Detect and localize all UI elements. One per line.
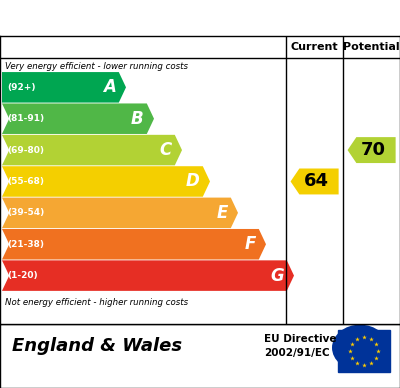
- Text: F: F: [244, 235, 256, 253]
- Text: (92+): (92+): [7, 83, 35, 92]
- Text: (39-54): (39-54): [7, 208, 44, 217]
- Text: (1-20): (1-20): [7, 271, 38, 280]
- Polygon shape: [2, 197, 238, 228]
- Text: (55-68): (55-68): [7, 177, 44, 186]
- Text: (81-91): (81-91): [7, 114, 44, 123]
- Text: 70: 70: [361, 141, 386, 159]
- Text: (69-80): (69-80): [7, 146, 44, 154]
- Text: England & Wales: England & Wales: [12, 338, 182, 355]
- Text: Very energy efficient - lower running costs: Very energy efficient - lower running co…: [5, 62, 188, 71]
- Text: (21-38): (21-38): [7, 240, 44, 249]
- Text: E: E: [216, 204, 228, 222]
- Polygon shape: [348, 137, 396, 163]
- Polygon shape: [2, 166, 210, 197]
- Text: D: D: [186, 173, 200, 191]
- Polygon shape: [2, 229, 266, 260]
- Text: Not energy efficient - higher running costs: Not energy efficient - higher running co…: [5, 298, 188, 307]
- Polygon shape: [2, 72, 126, 102]
- Text: G: G: [270, 267, 284, 285]
- Text: 64: 64: [304, 173, 329, 191]
- Polygon shape: [2, 260, 294, 291]
- Text: Energy Efficiency Rating: Energy Efficiency Rating: [10, 9, 250, 27]
- Polygon shape: [2, 135, 182, 165]
- Text: A: A: [103, 78, 116, 96]
- Ellipse shape: [332, 325, 388, 371]
- Text: Potential: Potential: [343, 42, 400, 52]
- Polygon shape: [290, 168, 339, 194]
- Text: B: B: [131, 110, 144, 128]
- FancyBboxPatch shape: [338, 331, 390, 372]
- Polygon shape: [2, 104, 154, 134]
- Text: Current: Current: [291, 42, 338, 52]
- Text: C: C: [159, 141, 172, 159]
- Text: EU Directive
2002/91/EC: EU Directive 2002/91/EC: [264, 334, 336, 359]
